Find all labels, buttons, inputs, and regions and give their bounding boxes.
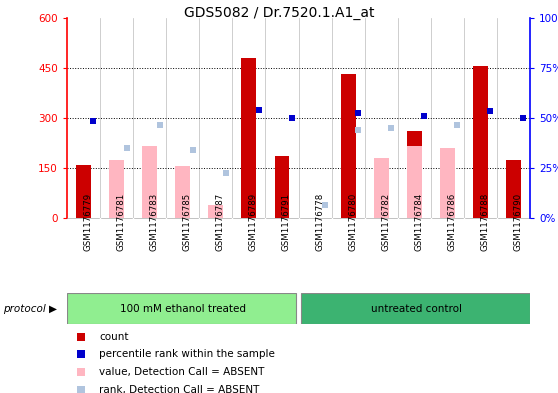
Text: 100 mM ethanol treated: 100 mM ethanol treated (120, 303, 246, 314)
Bar (242, 58, 256, 218)
Text: GSM1176778: GSM1176778 (315, 193, 324, 251)
Text: count: count (99, 332, 129, 342)
Text: GSM1176782: GSM1176782 (381, 193, 390, 251)
Text: percentile rank within the sample: percentile rank within the sample (99, 349, 275, 360)
Text: protocol ▶: protocol ▶ (3, 303, 57, 314)
Bar (67, 293, 296, 324)
Text: GSM1176788: GSM1176788 (480, 193, 489, 251)
Text: GSM1176786: GSM1176786 (448, 193, 456, 251)
Text: GSM1176780: GSM1176780 (348, 193, 357, 251)
Bar (341, 74, 355, 218)
Bar (440, 148, 455, 218)
Text: GSM1176790: GSM1176790 (513, 193, 522, 251)
Bar (506, 160, 521, 218)
Text: GSM1176791: GSM1176791 (282, 193, 291, 251)
Bar (109, 160, 124, 218)
Bar (76, 165, 91, 218)
Bar (407, 131, 422, 218)
Text: GSM1176787: GSM1176787 (216, 193, 225, 251)
Text: GSM1176783: GSM1176783 (150, 193, 158, 251)
Bar (473, 66, 488, 218)
Bar (175, 166, 190, 218)
Bar (407, 146, 422, 218)
Text: GSM1176779: GSM1176779 (84, 193, 93, 251)
Text: untreated control: untreated control (371, 303, 462, 314)
Bar (208, 205, 223, 218)
Bar (275, 156, 290, 218)
Text: GDS5082 / Dr.7520.1.A1_at: GDS5082 / Dr.7520.1.A1_at (184, 6, 374, 20)
Text: GSM1176785: GSM1176785 (183, 193, 192, 251)
Text: value, Detection Call = ABSENT: value, Detection Call = ABSENT (99, 367, 264, 377)
Text: GSM1176781: GSM1176781 (117, 193, 126, 251)
Bar (142, 146, 157, 218)
Text: GSM1176789: GSM1176789 (249, 193, 258, 251)
Bar (301, 293, 530, 324)
Text: rank, Detection Call = ABSENT: rank, Detection Call = ABSENT (99, 385, 260, 393)
Text: GSM1176784: GSM1176784 (414, 193, 424, 251)
Bar (374, 158, 389, 218)
